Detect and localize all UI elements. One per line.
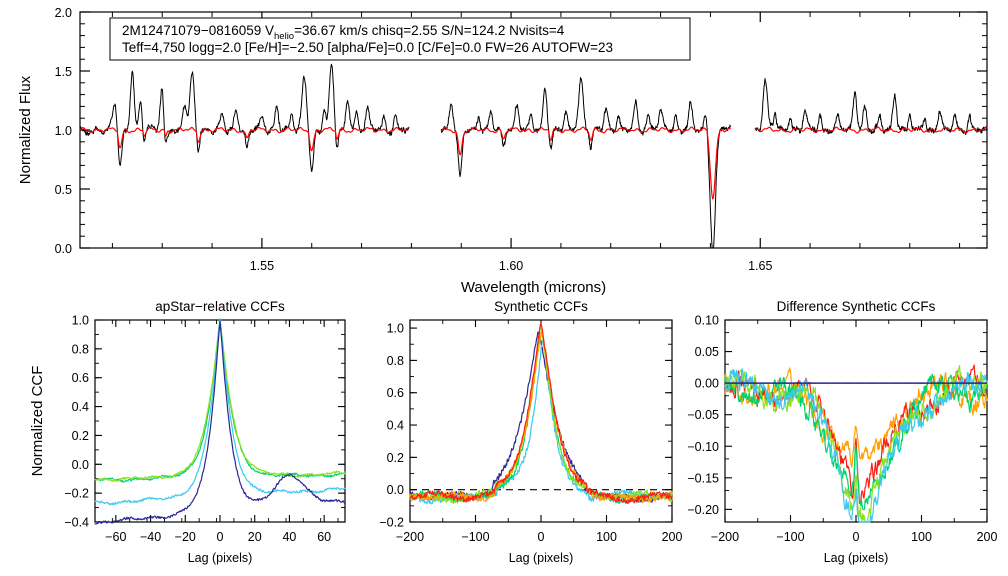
x-tick-label: 1.55 <box>250 259 274 273</box>
x-tick-label: 20 <box>248 530 262 544</box>
x-tick-label: 100 <box>596 530 617 544</box>
diff-ccf-visit-2 <box>724 368 988 523</box>
y-tick-label: 0.0 <box>387 483 404 497</box>
synthetic-ccfs-title: Synthetic CCFs <box>494 299 588 314</box>
y-tick-label: 0.8 <box>72 342 89 356</box>
diff-ccf-visit-5 <box>724 367 988 468</box>
observed-spectrum-chip-2 <box>440 77 731 249</box>
info-box-line-1: 2M12471079−0816059 Vhelio=36.67 km/s chi… <box>122 23 565 42</box>
y-tick-label: 1.0 <box>387 322 404 336</box>
y-tick-label: −0.20 <box>687 503 719 517</box>
synthetic-spectrum-chip-2 <box>440 126 731 200</box>
difference-synthetic-ccfs-title: Difference Synthetic CCFs <box>777 299 936 314</box>
y-tick-label: 0.10 <box>695 314 719 328</box>
x-tick-label: −20 <box>175 530 196 544</box>
y-tick-label: 1.0 <box>55 124 72 138</box>
y-tick-label: 0.05 <box>695 345 719 359</box>
x-tick-label: 200 <box>662 530 683 544</box>
x-tick-label: 0 <box>538 530 545 544</box>
x-tick-label: −100 <box>776 530 804 544</box>
apstar-relative-ccfs-xlabel: Lag (pixels) <box>188 551 253 565</box>
x-tick-label: 1.60 <box>499 259 523 273</box>
x-tick-label: 0 <box>217 530 224 544</box>
y-tick-label: −0.10 <box>687 440 719 454</box>
y-tick-label: 0.2 <box>387 451 404 465</box>
y-tick-label: 2.0 <box>55 6 72 20</box>
spectrum-xlabel: Wavelength (microns) <box>461 279 606 296</box>
y-tick-label: 0.4 <box>72 400 89 414</box>
y-tick-label: 0.0 <box>55 242 72 256</box>
x-tick-label: 0 <box>853 530 860 544</box>
y-tick-label: 0.0 <box>72 458 89 472</box>
difference-synthetic-ccfs-xlabel: Lag (pixels) <box>824 551 889 565</box>
synthetic-ccfs-xlabel: Lag (pixels) <box>509 551 574 565</box>
ccf-curve-visit-4 <box>94 321 346 483</box>
x-tick-label: 40 <box>282 530 296 544</box>
x-tick-label: −40 <box>140 530 161 544</box>
y-tick-label: 0.4 <box>387 419 404 433</box>
y-tick-label: 0.2 <box>72 429 89 443</box>
info-box <box>109 17 691 61</box>
ccf-curve-visit-2 <box>94 318 346 506</box>
observed-spectrum-chip-3 <box>754 78 988 136</box>
synthetic-spectrum-chip-3 <box>754 126 988 134</box>
synthetic-spectrum-chip-1 <box>79 126 410 152</box>
y-tick-label: 0.5 <box>55 183 72 197</box>
y-tick-label: 0.00 <box>695 377 719 391</box>
y-tick-label: −0.2 <box>379 516 404 530</box>
syn-ccf-visit-2 <box>409 337 673 505</box>
x-tick-label: −60 <box>105 530 126 544</box>
x-tick-label: −200 <box>711 530 739 544</box>
x-tick-label: 200 <box>977 530 998 544</box>
x-tick-label: −200 <box>396 530 424 544</box>
ccf-ylabel: Normalized CCF <box>29 366 46 477</box>
observed-spectrum-chip-1 <box>79 63 410 172</box>
x-tick-label: 1.65 <box>748 259 772 273</box>
y-tick-label: 0.6 <box>72 371 89 385</box>
y-tick-label: −0.2 <box>64 487 89 501</box>
x-tick-label: 60 <box>317 530 331 544</box>
apstar-relative-ccfs-title: apStar−relative CCFs <box>155 299 285 314</box>
y-tick-label: 1.0 <box>72 314 89 328</box>
spectrum-ylabel: Normalized Flux <box>17 75 34 184</box>
y-tick-label: −0.4 <box>64 516 89 530</box>
y-tick-label: −0.05 <box>687 408 719 422</box>
y-tick-label: −0.15 <box>687 471 719 485</box>
ccf-curve-visit-1 <box>94 320 346 525</box>
y-tick-label: 0.6 <box>387 386 404 400</box>
y-tick-label: 1.5 <box>55 65 72 79</box>
y-tick-label: 0.8 <box>387 354 404 368</box>
x-tick-label: 100 <box>911 530 932 544</box>
syn-ccf-visit-5 <box>409 331 673 504</box>
syn-ccf-combined <box>409 322 673 504</box>
ccf-curve-visit-3 <box>94 318 346 483</box>
info-box-line-2: Teff=4,750 logg=2.0 [Fe/H]=−2.50 [alpha/… <box>122 40 613 55</box>
x-tick-label: −100 <box>461 530 489 544</box>
